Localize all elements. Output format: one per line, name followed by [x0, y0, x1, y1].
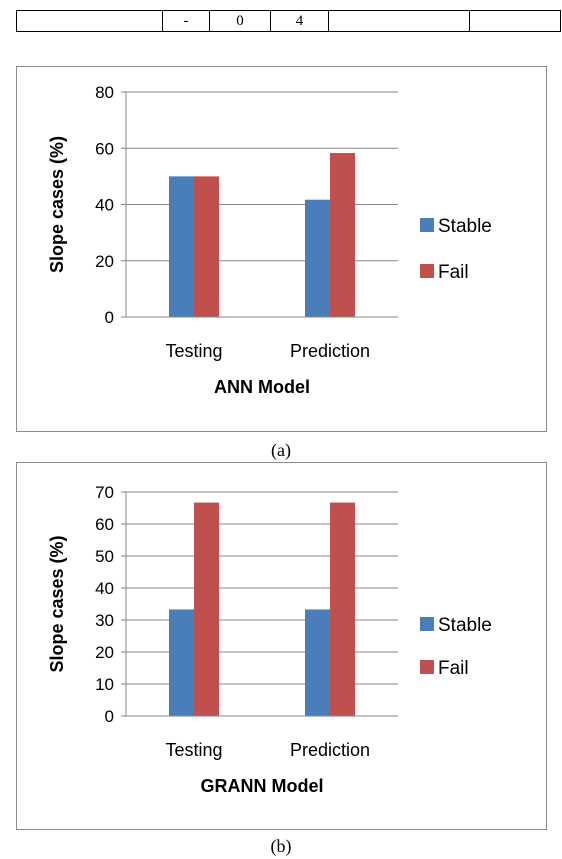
- x-axis-title: ANN Model: [214, 377, 310, 397]
- bar-stable-prediction: [305, 609, 330, 716]
- chart-b: 0 10 20 30 40 50 60 70 Testing Prediction GRANN Mo…: [47, 483, 492, 796]
- bar-fail-prediction: [330, 153, 355, 317]
- y-tick-label: 70: [95, 483, 114, 502]
- x-axis-title: GRANN Model: [201, 776, 324, 796]
- y-tick-label: 20: [95, 643, 114, 662]
- bar-stable-testing: [169, 609, 194, 716]
- legend-swatch-fail: [420, 660, 434, 674]
- table-cell: 4: [270, 10, 329, 32]
- caption-b: (b): [270, 836, 292, 856]
- bar-fail-testing: [194, 502, 219, 716]
- x-category-label: Testing: [165, 341, 222, 361]
- table-row: - 0 4: [16, 10, 561, 32]
- table-cell: [469, 10, 561, 32]
- x-category-label: Prediction: [290, 740, 370, 760]
- x-category-label: Testing: [165, 740, 222, 760]
- y-tick-label: 20: [95, 252, 114, 271]
- y-tick-label: 80: [95, 83, 114, 102]
- chart-a: 0 20 40 60 80 Testing Prediction ANN Model Slope…: [47, 83, 492, 397]
- x-category-label: Prediction: [290, 341, 370, 361]
- y-tick-label: 40: [95, 579, 114, 598]
- chart-a-panel: 0 20 40 60 80 Testing Prediction ANN Model Slope…: [16, 66, 547, 432]
- bar-fail-prediction: [330, 502, 355, 716]
- table-cell: -: [162, 10, 210, 32]
- table-cell: 0: [209, 10, 271, 32]
- y-tick-label: 60: [95, 515, 114, 534]
- y-tick-label: 0: [105, 707, 114, 726]
- bar-stable-testing: [169, 176, 194, 317]
- y-axis-title: Slope cases (%): [47, 535, 67, 672]
- legend-label-fail: Fail: [438, 658, 469, 679]
- legend-swatch-fail: [420, 264, 434, 278]
- y-tick-label: 0: [105, 308, 114, 327]
- legend-swatch-stable: [420, 218, 434, 232]
- y-tick-label: 60: [95, 139, 114, 158]
- y-tick-label: 30: [95, 611, 114, 630]
- legend-label-stable: Stable: [438, 615, 492, 636]
- table-cell: [16, 10, 163, 32]
- caption-a: (a): [271, 440, 291, 460]
- legend-swatch-stable: [420, 617, 434, 631]
- y-tick-label: 50: [95, 547, 114, 566]
- legend-label-stable: Stable: [438, 216, 492, 237]
- bar-stable-prediction: [305, 199, 330, 317]
- y-tick-label: 10: [95, 675, 114, 694]
- y-axis-title: Slope cases (%): [47, 136, 67, 273]
- chart-b-panel: 0 10 20 30 40 50 60 70 Testing Prediction GRANN Mo…: [16, 462, 547, 830]
- top-table-fragment: - 0 4: [16, 10, 561, 32]
- bar-fail-testing: [194, 176, 219, 317]
- table-cell: [328, 10, 470, 32]
- y-tick-label: 40: [95, 196, 114, 215]
- legend-label-fail: Fail: [438, 262, 469, 283]
